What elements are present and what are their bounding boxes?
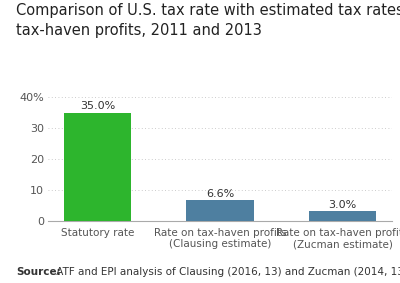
Text: Comparison of U.S. tax rate with estimated tax rates on
tax-haven profits, 2011 : Comparison of U.S. tax rate with estimat… [16,3,400,38]
Text: 3.0%: 3.0% [328,200,357,210]
Text: Source:: Source: [16,267,61,277]
Text: 6.6%: 6.6% [206,188,234,198]
Bar [186,200,254,221]
Bar [64,113,131,221]
Text: ATF and EPI analysis of Clausing (2016, 13) and Zucman (2014, 130): ATF and EPI analysis of Clausing (2016, … [53,267,400,277]
Text: 35.0%: 35.0% [80,101,115,111]
Bar [309,211,376,221]
